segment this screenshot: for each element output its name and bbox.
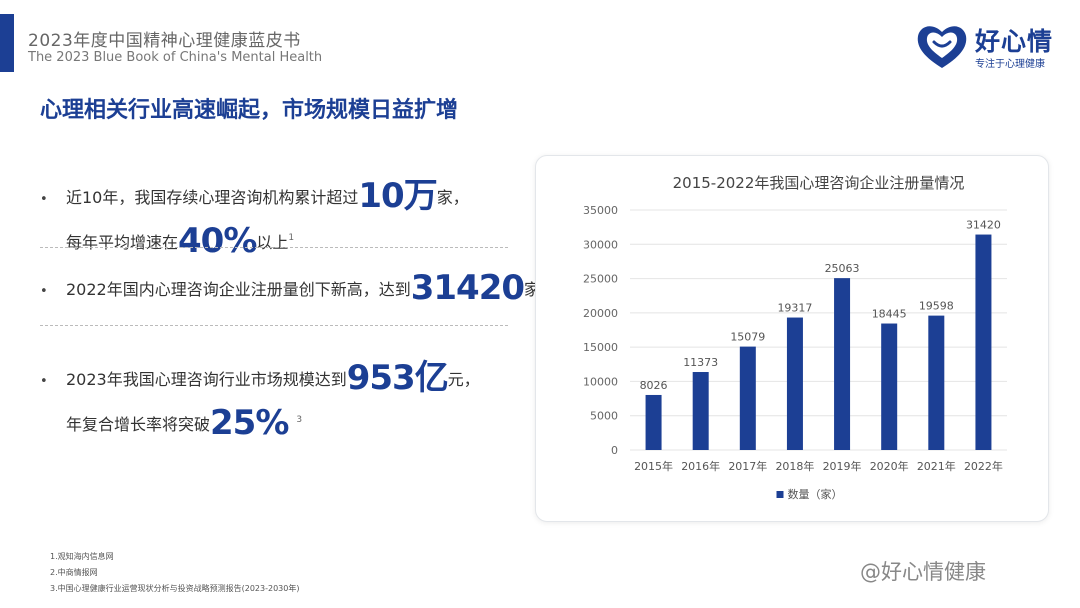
data-label: 25063 bbox=[825, 262, 860, 275]
divider bbox=[40, 325, 508, 326]
footnote-ref: 1 bbox=[288, 233, 295, 243]
y-tick-label: 25000 bbox=[583, 273, 618, 286]
data-label: 19317 bbox=[777, 302, 812, 315]
header-title-cn: 2023年度中国精神心理健康蓝皮书 bbox=[28, 31, 301, 51]
data-label: 18445 bbox=[872, 308, 907, 321]
legend-swatch bbox=[776, 491, 784, 498]
y-tick-label: 20000 bbox=[583, 307, 618, 320]
data-label: 11373 bbox=[683, 356, 718, 369]
bullet-highlight: 953亿 bbox=[346, 358, 449, 398]
bullet-highlight: 31420 bbox=[410, 268, 525, 308]
bullet-item-2: •2022年国内心理咨询企业注册量创下新高，达到31420家2 bbox=[40, 268, 546, 308]
bullet-text: 2022年国内心理咨询企业注册量创下新高，达到 bbox=[66, 280, 411, 299]
y-tick-label: 30000 bbox=[583, 238, 618, 251]
x-tick-label: 2016年 bbox=[681, 459, 720, 473]
x-tick-label: 2018年 bbox=[775, 459, 814, 473]
x-tick-label: 2020年 bbox=[870, 459, 909, 473]
bar bbox=[692, 372, 709, 450]
x-tick-label: 2021年 bbox=[917, 459, 956, 473]
bullet-item-3: • 2023年我国心理咨询行业市场规模达到953亿元， 年复合增长率将突破25% 3 bbox=[40, 350, 480, 443]
bullet-dot-icon: • bbox=[40, 284, 48, 299]
bullet-text: 2023年我国心理咨询行业市场规模达到 bbox=[66, 370, 347, 389]
bullet-text: 近10年，我国存续心理咨询机构累计超过 bbox=[66, 188, 359, 207]
watermark: @好心情健康 bbox=[860, 560, 986, 584]
bar bbox=[975, 234, 992, 450]
x-tick-label: 2015年 bbox=[634, 459, 673, 473]
brand-name: 好心情 bbox=[975, 27, 1054, 56]
page-title: 心理相关行业高速崛起，市场规模日益扩增 bbox=[40, 98, 459, 123]
heart-logo-icon bbox=[917, 26, 967, 68]
bar bbox=[739, 346, 756, 450]
footnote-ref: 3 bbox=[296, 415, 303, 425]
bullet-dot-icon: • bbox=[40, 192, 48, 207]
bar-chart: 2015-2022年我国心理咨询企业注册量情况 0 5000 10000 15000 20… bbox=[583, 174, 1007, 501]
y-tick-label: 10000 bbox=[583, 375, 618, 388]
bullet-text: 每年平均增速在 bbox=[66, 233, 179, 252]
footnote-3: 3.中国心理健康行业运营现状分析与投资战略预测报告(2023-2030年) bbox=[50, 584, 300, 593]
bullet-text: 年复合增长率将突破 bbox=[66, 415, 211, 434]
bullet-highlight: 25% bbox=[210, 403, 289, 443]
bullet-text: 以上 bbox=[256, 233, 289, 252]
bar bbox=[928, 315, 945, 450]
legend-label: 数量（家） bbox=[788, 487, 843, 501]
divider bbox=[40, 247, 508, 248]
bullet-dot-icon: • bbox=[40, 374, 48, 389]
bullet-highlight: 10万 bbox=[358, 176, 437, 216]
bullet-text: 元， bbox=[447, 370, 480, 389]
y-tick-label: 35000 bbox=[583, 204, 618, 217]
bar bbox=[786, 317, 803, 450]
y-tick-label: 5000 bbox=[590, 410, 618, 423]
x-tick-label: 2019年 bbox=[823, 459, 862, 473]
data-label: 31420 bbox=[966, 219, 1001, 232]
footnote-2: 2.中商情报网 bbox=[50, 568, 98, 577]
data-label: 15079 bbox=[730, 331, 765, 344]
data-label: 8026 bbox=[640, 379, 668, 392]
bar bbox=[834, 278, 851, 450]
x-tick-label: 2022年 bbox=[964, 459, 1003, 473]
bar bbox=[881, 323, 898, 450]
brand-slogan: 专注于心理健康 bbox=[975, 59, 1045, 70]
x-tick-label: 2017年 bbox=[728, 459, 767, 473]
footnote-1: 1.观知海内信息网 bbox=[50, 552, 114, 561]
header-title-en: The 2023 Blue Book of China's Mental Hea… bbox=[28, 50, 323, 65]
bullet-text: 家， bbox=[436, 188, 469, 207]
data-label: 19598 bbox=[919, 300, 954, 313]
y-tick-label: 0 bbox=[611, 444, 618, 457]
chart-title: 2015-2022年我国心理咨询企业注册量情况 bbox=[673, 174, 965, 192]
y-tick-label: 15000 bbox=[583, 341, 618, 354]
header-accent-bar bbox=[0, 14, 14, 72]
bar bbox=[645, 394, 662, 450]
bullet-highlight: 40% bbox=[178, 221, 257, 261]
